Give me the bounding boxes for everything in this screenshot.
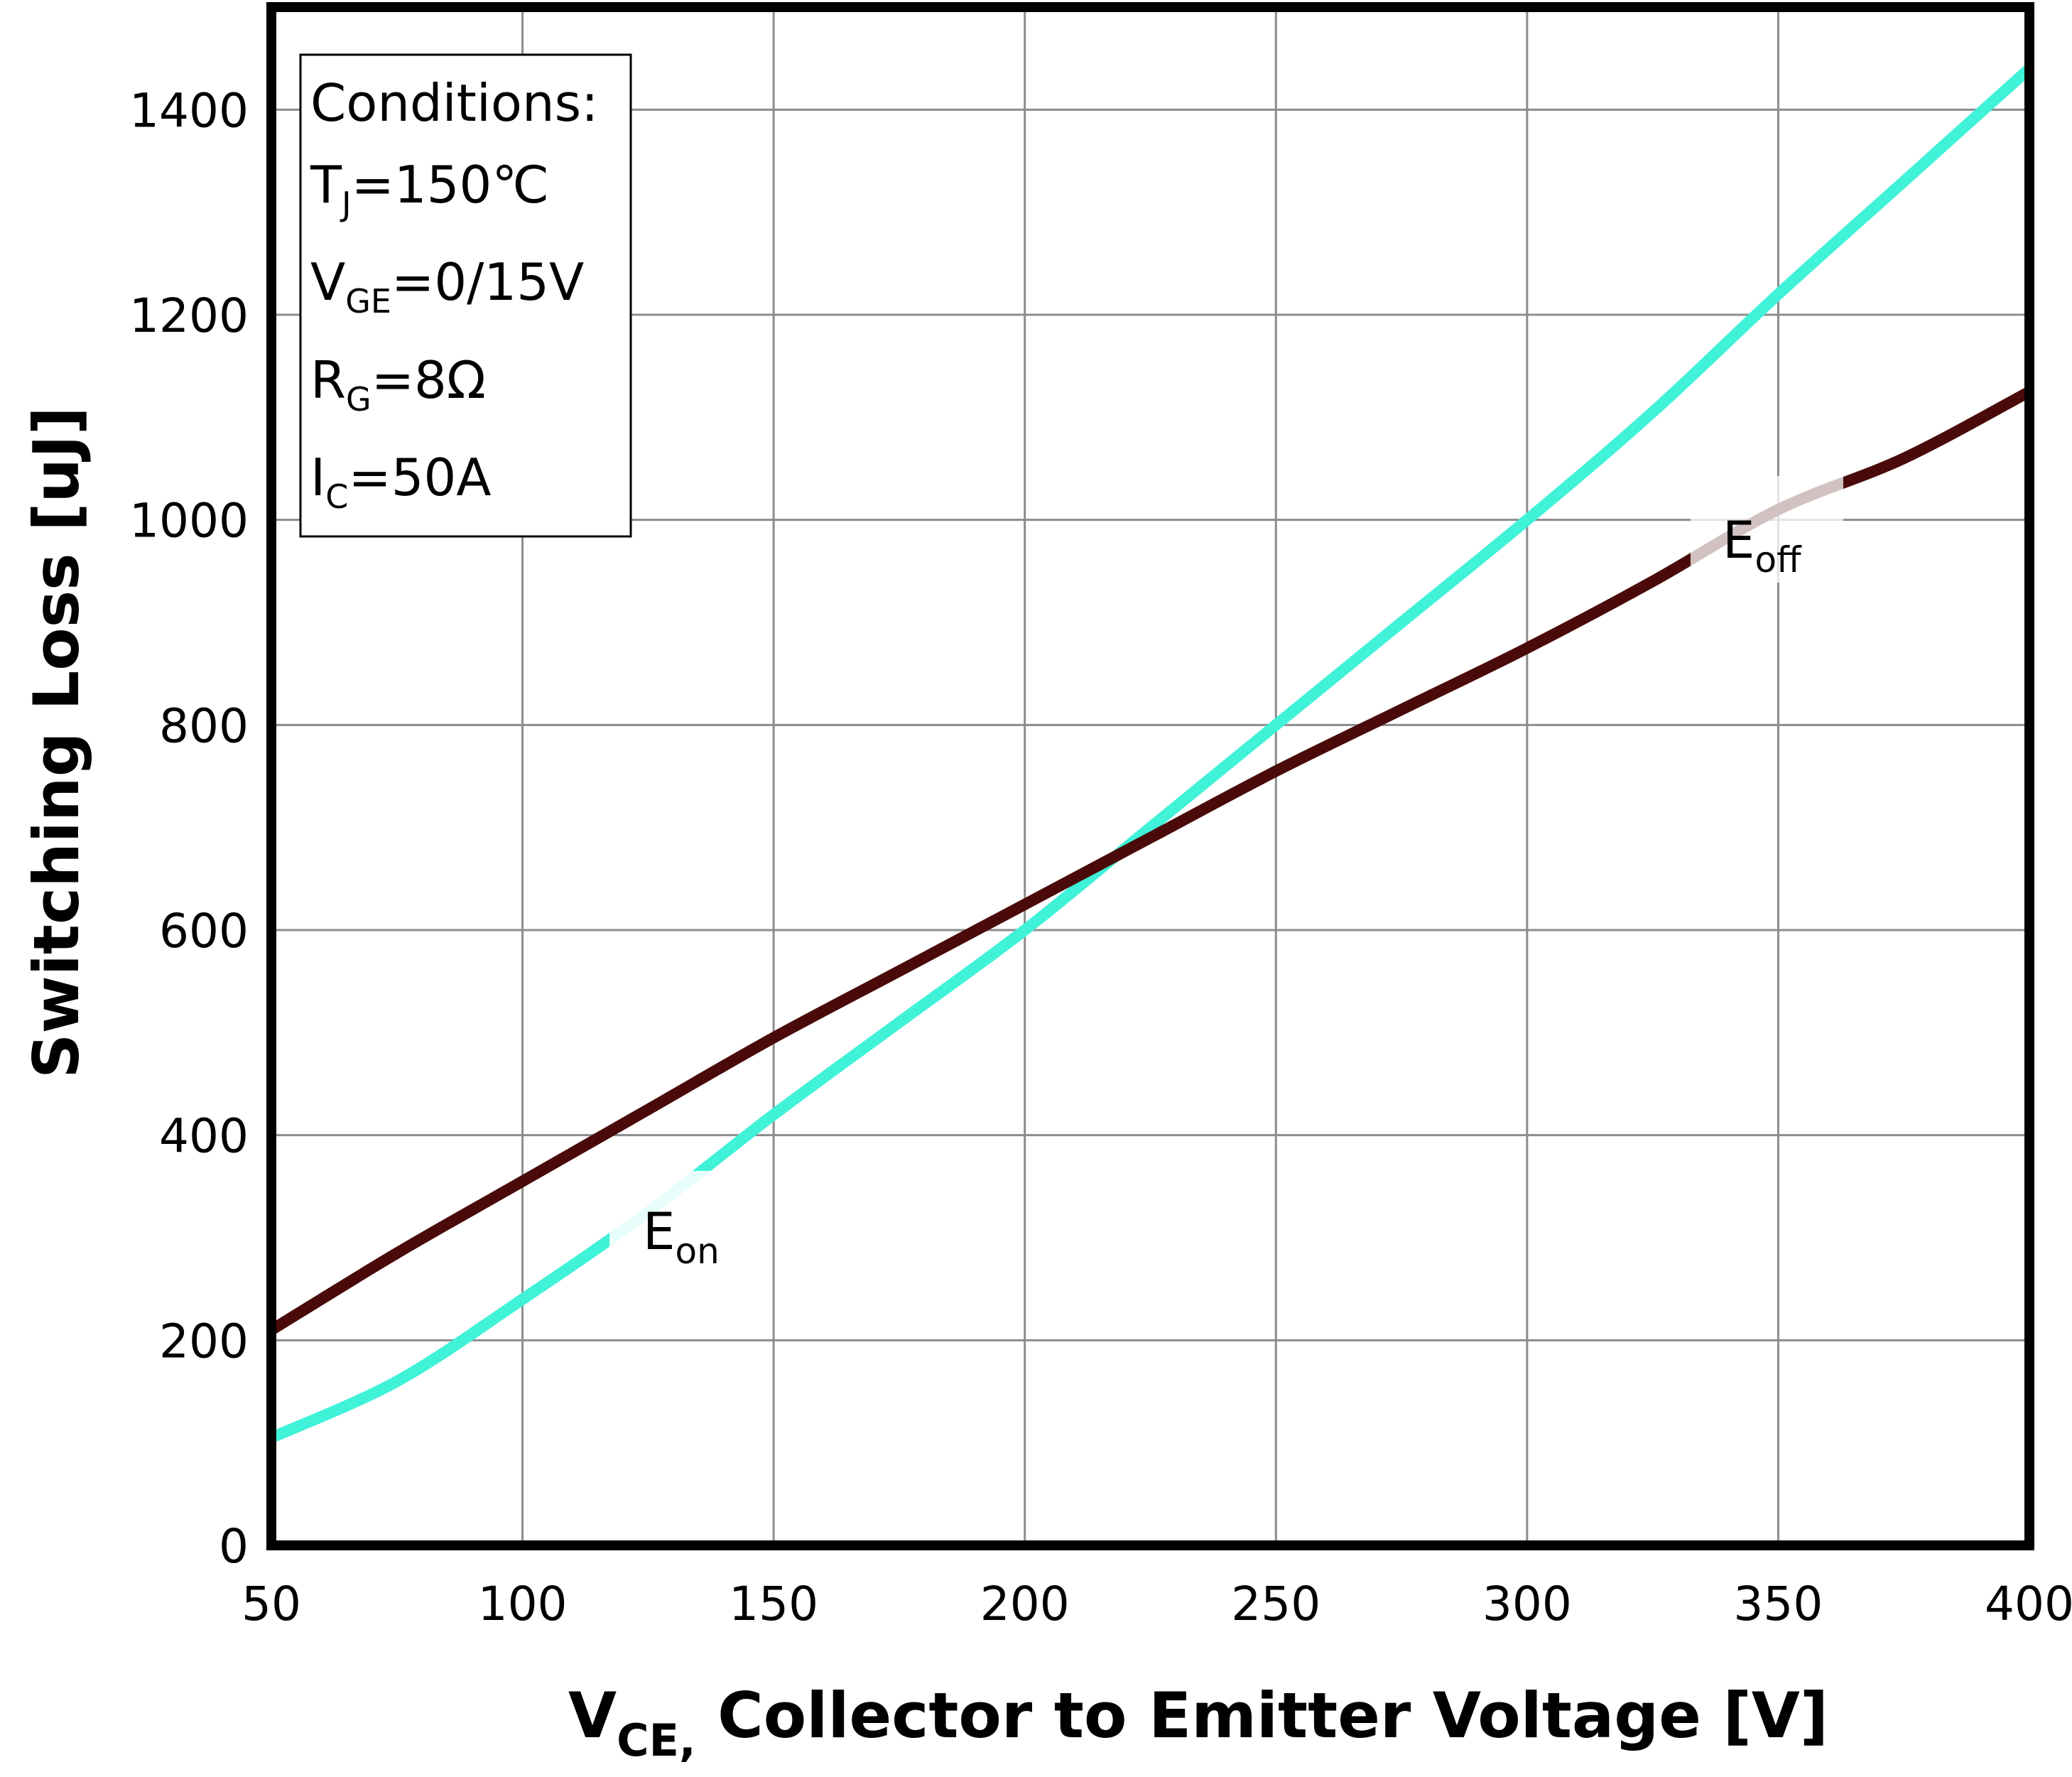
condition-ic-rest: =50A <box>348 448 491 507</box>
y-tick-label: 200 <box>159 1314 249 1368</box>
x-axis-title-sub: CE, <box>617 1714 695 1766</box>
condition-rg-rest: =8Ω <box>371 350 486 410</box>
y-tick-label: 800 <box>159 698 249 753</box>
eoff-label: Eoff <box>1723 510 1802 580</box>
condition-rg: RG=8Ω <box>310 350 486 418</box>
eoff-label-backdrop <box>1691 476 1843 583</box>
y-tick-label: 0 <box>219 1519 249 1574</box>
condition-vge-rest: =0/15V <box>391 252 584 312</box>
x-tick-label: 50 <box>242 1577 301 1631</box>
condition-vge-main: V <box>310 252 345 312</box>
eon-label: Eon <box>643 1201 720 1272</box>
eon-label-main: E <box>643 1201 676 1261</box>
condition-rg-main: R <box>310 350 346 410</box>
y-tick-label: 1000 <box>129 494 249 549</box>
condition-ic: IC=50A <box>310 448 492 516</box>
condition-tj-sub: J <box>340 185 352 223</box>
x-axis-title-main: V <box>568 1679 617 1752</box>
eon-label-sub: on <box>676 1231 720 1272</box>
y-tick-label: 1400 <box>129 83 249 138</box>
eon-line <box>269 64 2034 1443</box>
y-tick-label: 600 <box>159 904 249 958</box>
x-tick-label: 200 <box>980 1577 1070 1631</box>
x-tick-label: 300 <box>1482 1577 1572 1631</box>
x-tick-label: 100 <box>478 1577 568 1631</box>
y-tick-label: 1200 <box>129 288 249 343</box>
conditions-title: Conditions: <box>310 73 598 133</box>
plot-frame <box>266 2 2034 1550</box>
conditions-frame <box>299 53 632 538</box>
condition-rg-sub: G <box>346 380 371 418</box>
y-axis-title: Switching Loss [uJ] <box>20 406 93 1079</box>
condition-tj-main: T <box>310 155 342 215</box>
tick-labels: 50 100 150 200 250 300 350 400 0 200 400 600 800 1000… <box>129 83 2072 1631</box>
conditions-box: Conditions: TJ=150℃ VGE=0/15V RG=8Ω IC=5… <box>299 53 632 538</box>
condition-vge: VGE=0/15V <box>310 252 584 320</box>
condition-ic-sub: C <box>325 477 348 516</box>
x-axis-title: VCE, Collector to Emitter Voltage [V] <box>568 1679 1828 1766</box>
x-tick-label: 250 <box>1231 1577 1320 1631</box>
x-tick-label: 350 <box>1733 1577 1823 1631</box>
condition-tj: TJ=150℃ <box>310 155 549 223</box>
condition-tj-rest: =150℃ <box>352 155 550 215</box>
eon-label-backdrop <box>609 1171 737 1276</box>
x-axis-title-rest: Collector to Emitter Voltage [V] <box>696 1679 1829 1752</box>
condition-vge-sub: GE <box>345 282 391 320</box>
x-tick-label: 400 <box>1985 1577 2072 1631</box>
x-tick-label: 150 <box>729 1577 818 1631</box>
eoff-label-main: E <box>1723 510 1755 570</box>
y-tick-label: 400 <box>159 1109 249 1164</box>
condition-ic-main: I <box>310 448 325 507</box>
eoff-label-sub: off <box>1755 539 1803 580</box>
